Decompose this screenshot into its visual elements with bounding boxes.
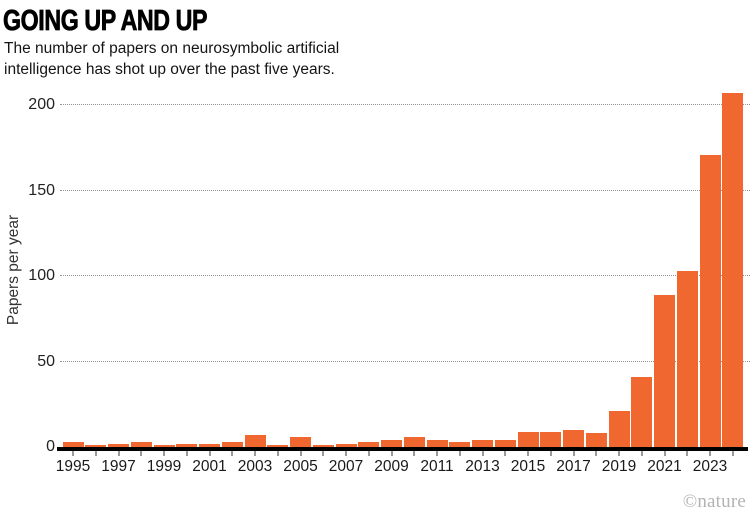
x-tick-2006 <box>322 450 325 456</box>
x-tick-2008 <box>367 450 370 456</box>
bar-2024 <box>722 93 744 447</box>
y-tick-label-200: 200 <box>28 96 55 113</box>
bar-2021 <box>654 295 675 447</box>
x-tick-label-2009: 2009 <box>374 458 409 475</box>
chart-subtitle: The number of papers on neurosymbolic ar… <box>4 38 404 80</box>
x-tick-2016 <box>549 450 552 456</box>
gridline-200 <box>60 104 750 105</box>
x-tick-2020 <box>640 450 643 456</box>
bar-2018 <box>585 433 607 447</box>
x-tick-1995 <box>72 450 74 456</box>
x-tick-2024 <box>731 450 734 456</box>
bar-2008 <box>358 442 380 447</box>
x-tick-2012 <box>458 450 461 456</box>
x-tick-2001 <box>208 450 211 456</box>
bar-2015 <box>517 432 539 447</box>
bar-2022 <box>676 271 698 447</box>
bar-2007 <box>335 444 357 447</box>
x-tick-label-2007: 2007 <box>328 458 364 475</box>
nature-logo: ©nature <box>682 491 746 512</box>
bar-2019 <box>608 411 630 447</box>
x-tick-label-2023: 2023 <box>692 458 728 475</box>
gridline-150 <box>60 189 750 191</box>
x-tick-2000 <box>185 450 188 456</box>
bar-2005 <box>290 437 311 447</box>
x-tick-2022 <box>686 450 689 456</box>
bar-1997 <box>108 444 129 447</box>
x-tick-2018 <box>595 450 598 456</box>
x-tick-label-1999: 1999 <box>146 458 182 475</box>
bar-2011 <box>426 440 448 447</box>
x-tick-2011 <box>436 450 438 456</box>
x-tick-1999 <box>163 450 165 456</box>
x-tick-1996 <box>94 450 97 456</box>
bar-2012 <box>449 442 471 447</box>
y-tick-label-100: 100 <box>28 267 55 284</box>
x-tick-label-1997: 1997 <box>101 458 136 475</box>
x-tick-label-2011: 2011 <box>420 458 454 475</box>
x-tick-2004 <box>276 450 279 456</box>
x-tick-1998 <box>140 450 143 456</box>
bar-2000 <box>176 444 198 447</box>
bar-2006 <box>312 445 334 447</box>
x-tick-2005 <box>299 450 302 456</box>
x-tick-label-2021: 2021 <box>647 458 682 475</box>
bar-2014 <box>494 440 516 447</box>
x-tick-2021 <box>663 450 666 456</box>
bar-1996 <box>85 445 107 447</box>
bar-2009 <box>381 440 402 447</box>
x-tick-1997 <box>117 450 120 456</box>
bar-1999 <box>153 445 175 447</box>
gridline-100 <box>60 275 750 276</box>
bar-1995 <box>62 442 84 447</box>
x-tick-2002 <box>231 450 234 456</box>
x-tick-2015 <box>527 450 529 456</box>
y-tick-label-150: 150 <box>28 181 55 199</box>
bar-2002 <box>221 442 243 447</box>
chart-subtitle-line2: intelligence has shot up over the past f… <box>4 61 335 78</box>
x-tick-2003 <box>254 450 256 456</box>
x-axis-line <box>57 447 748 451</box>
x-tick-label-1995: 1995 <box>55 458 91 475</box>
chart-title: GOING UP AND UP <box>3 5 208 38</box>
x-tick-label-2005: 2005 <box>283 458 318 475</box>
gridline-50 <box>60 360 750 362</box>
bar-1998 <box>130 442 152 447</box>
x-tick-label-2001: 2001 <box>192 458 227 475</box>
x-tick-2010 <box>413 450 416 456</box>
x-tick-label-2019: 2019 <box>601 458 637 475</box>
y-tick-label-0: 0 <box>46 438 55 455</box>
x-tick-2009 <box>390 450 393 456</box>
bar-2023 <box>699 155 721 447</box>
x-tick-2019 <box>618 450 620 456</box>
y-tick-label-50: 50 <box>37 352 55 370</box>
x-tick-2007 <box>345 450 347 456</box>
x-tick-label-2015: 2015 <box>510 458 546 475</box>
bar-2020 <box>631 377 653 447</box>
bar-2001 <box>199 444 220 447</box>
bar-2010 <box>403 437 425 447</box>
chart-subtitle-line1: The number of papers on neurosymbolic ar… <box>4 40 340 57</box>
x-tick-2013 <box>481 450 484 456</box>
bar-2013 <box>472 440 493 447</box>
x-tick-2023 <box>709 450 711 456</box>
x-tick-label-2013: 2013 <box>465 458 500 475</box>
bar-2016 <box>540 432 562 447</box>
x-tick-label-2017: 2017 <box>556 458 591 475</box>
x-tick-2017 <box>572 450 575 456</box>
bar-2004 <box>267 445 289 447</box>
bar-2017 <box>563 430 584 447</box>
x-tick-label-2003: 2003 <box>237 458 273 475</box>
x-tick-2014 <box>504 450 507 456</box>
bar-2003 <box>244 435 266 447</box>
